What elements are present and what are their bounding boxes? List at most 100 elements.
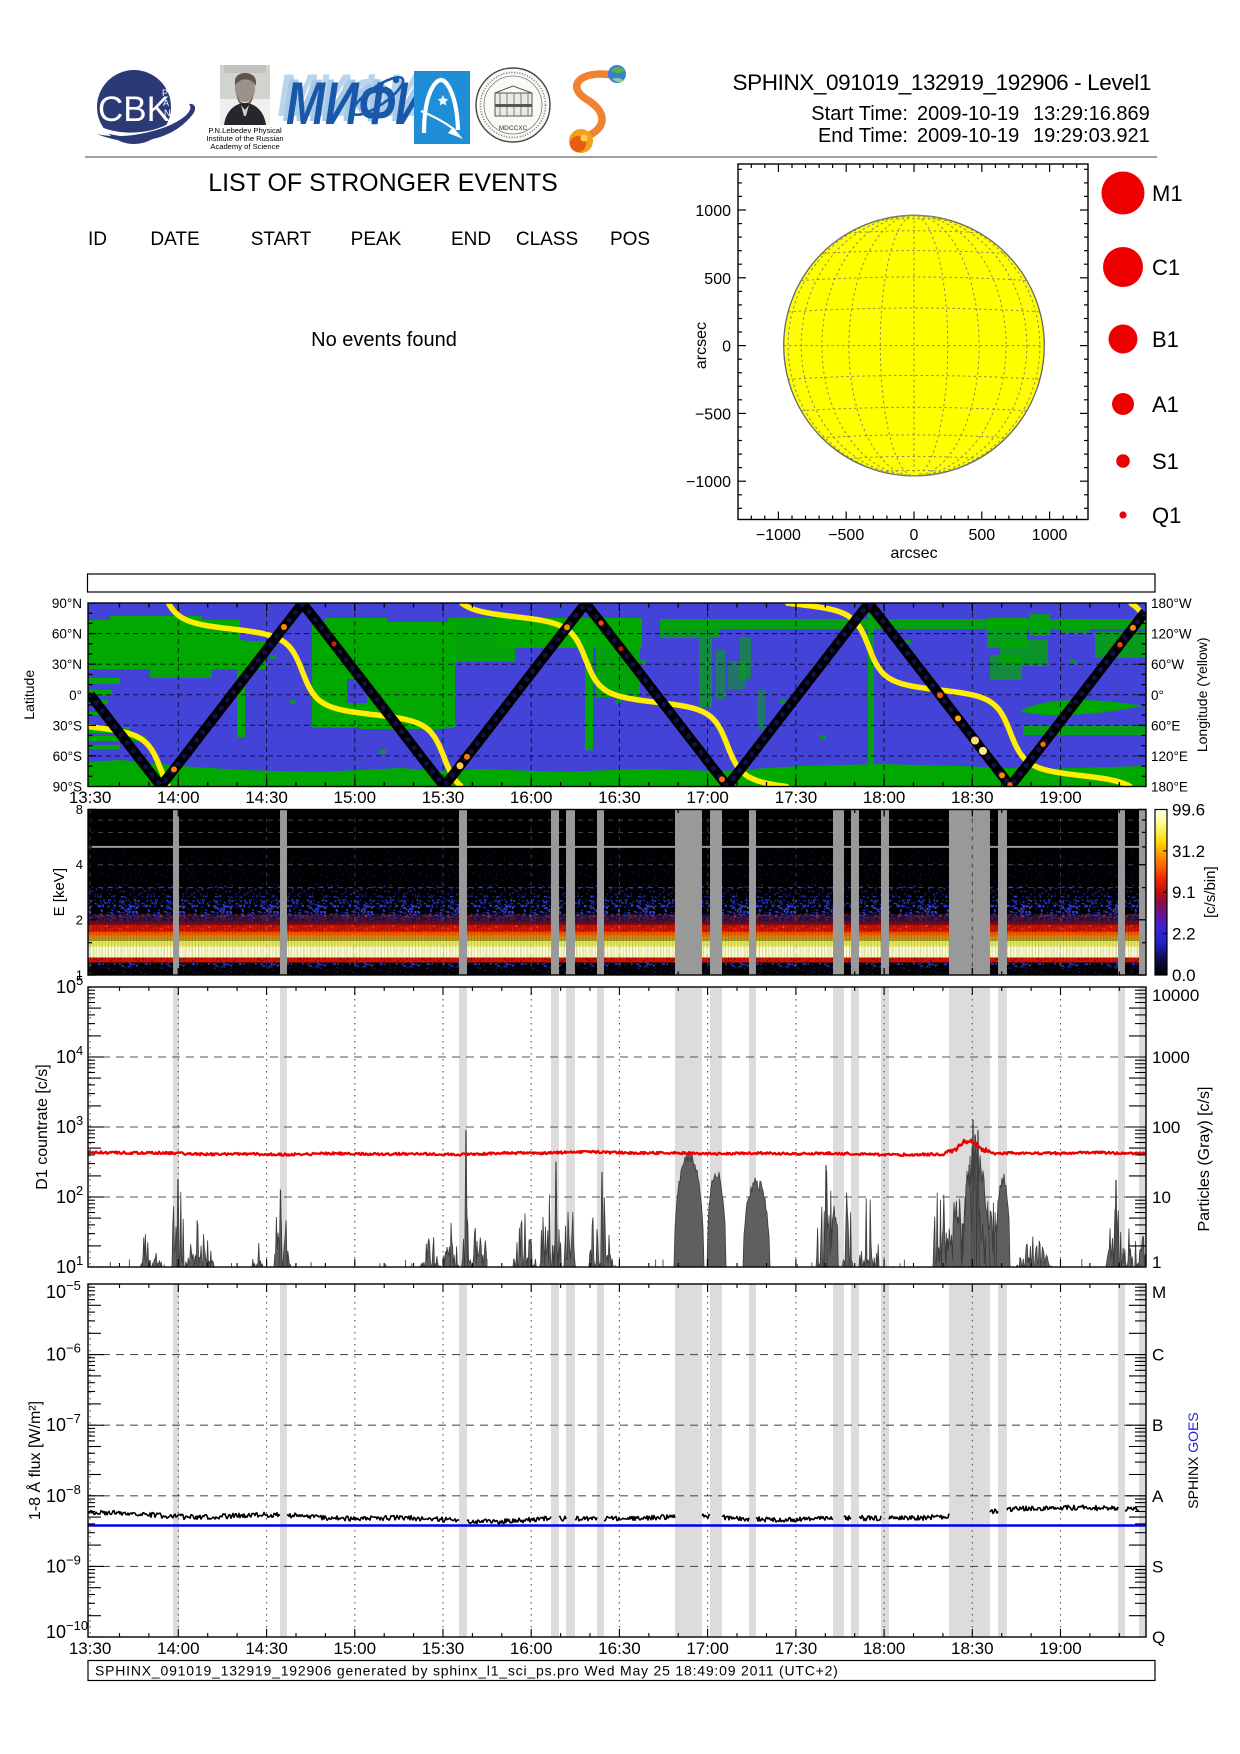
svg-text:15:00: 15:00 xyxy=(334,788,377,807)
svg-text:60°W: 60°W xyxy=(1151,657,1184,672)
svg-text:E [keV]: E [keV] xyxy=(51,868,68,916)
svg-text:17:30: 17:30 xyxy=(775,1639,818,1658)
svg-text:19:00: 19:00 xyxy=(1039,1639,1082,1658)
svg-text:120°W: 120°W xyxy=(1151,627,1192,642)
svg-text:START: START xyxy=(251,229,312,250)
svg-text:Q: Q xyxy=(1152,1628,1165,1647)
svg-text:P: P xyxy=(162,88,168,98)
svg-text:0°: 0° xyxy=(69,688,82,703)
svg-text:2009-10-19: 2009-10-19 xyxy=(917,103,1019,125)
svg-text:CLASS: CLASS xyxy=(516,229,578,250)
svg-text:Latitude: Latitude xyxy=(21,670,37,720)
svg-text:−500: −500 xyxy=(695,406,731,423)
svg-text:0.0: 0.0 xyxy=(1172,966,1196,985)
svg-text:30°S: 30°S xyxy=(53,718,82,733)
svg-text:Longitude (Yellow): Longitude (Yellow) xyxy=(1194,637,1210,752)
svg-text:18:00: 18:00 xyxy=(863,1639,906,1658)
svg-text:POS: POS xyxy=(610,229,650,250)
svg-text:100: 100 xyxy=(1152,1118,1180,1137)
svg-text:103: 103 xyxy=(56,1113,83,1137)
svg-text:17:30: 17:30 xyxy=(775,788,818,807)
svg-text:17:00: 17:00 xyxy=(686,1639,729,1658)
svg-text:13:30: 13:30 xyxy=(69,788,112,807)
svg-text:99.6: 99.6 xyxy=(1172,801,1205,820)
svg-text:4: 4 xyxy=(76,857,83,872)
svg-text:90°S: 90°S xyxy=(53,780,82,795)
svg-text:16:00: 16:00 xyxy=(510,788,553,807)
svg-text:S: S xyxy=(1152,1557,1163,1576)
svg-text:−1000: −1000 xyxy=(756,527,801,544)
svg-text:B: B xyxy=(1152,1416,1163,1435)
svg-text:19:29:03.921: 19:29:03.921 xyxy=(1033,125,1150,147)
svg-text:15:00: 15:00 xyxy=(334,1639,377,1658)
svg-text:14:00: 14:00 xyxy=(157,788,200,807)
svg-text:180°W: 180°W xyxy=(1151,596,1192,611)
svg-text:МИФИ: МИФИ xyxy=(277,62,421,129)
svg-text:M: M xyxy=(1152,1283,1166,1302)
svg-text:МИФИ: МИФИ xyxy=(286,70,430,137)
svg-text:120°E: 120°E xyxy=(1151,749,1188,764)
svg-text:ID: ID xyxy=(88,229,107,250)
svg-text:END: END xyxy=(451,229,491,250)
svg-text:Start Time:: Start Time: xyxy=(811,103,908,125)
svg-text:PEAK: PEAK xyxy=(351,229,402,250)
svg-text:1: 1 xyxy=(76,968,83,983)
svg-text:500: 500 xyxy=(704,271,731,288)
svg-text:30°N: 30°N xyxy=(52,657,82,672)
svg-text:arcsec: arcsec xyxy=(890,545,937,562)
svg-text:60°N: 60°N xyxy=(52,627,82,642)
svg-text:1000: 1000 xyxy=(1032,527,1068,544)
svg-text:0: 0 xyxy=(910,527,919,544)
svg-text:SPHINX GOES: SPHINX GOES xyxy=(1185,1412,1201,1508)
svg-text:SPHINX_091019_132919_192906 ge: SPHINX_091019_132919_192906 generated by… xyxy=(95,1663,839,1679)
svg-text:16:30: 16:30 xyxy=(598,1639,641,1658)
svg-text:16:30: 16:30 xyxy=(598,788,641,807)
svg-text:1000: 1000 xyxy=(695,203,731,220)
svg-text:0: 0 xyxy=(722,339,731,356)
svg-text:Institute of the Russian: Institute of the Russian xyxy=(206,134,283,143)
svg-text:A: A xyxy=(163,98,169,108)
svg-text:No events found: No events found xyxy=(311,329,457,351)
svg-text:18:30: 18:30 xyxy=(951,788,994,807)
svg-text:DATE: DATE xyxy=(150,229,199,250)
svg-text:1-8 Å flux [W/m²]: 1-8 Å flux [W/m²] xyxy=(25,1401,44,1520)
svg-text:60°S: 60°S xyxy=(53,749,82,764)
svg-text:M1: M1 xyxy=(1152,181,1183,206)
svg-text:500: 500 xyxy=(968,527,995,544)
svg-text:180°E: 180°E xyxy=(1151,780,1188,795)
svg-text:A: A xyxy=(1152,1487,1164,1506)
svg-text:2: 2 xyxy=(76,912,83,927)
svg-text:17:00: 17:00 xyxy=(686,788,729,807)
svg-text:Q1: Q1 xyxy=(1152,503,1181,528)
svg-text:1000: 1000 xyxy=(1152,1048,1190,1067)
svg-text:C: C xyxy=(1152,1346,1164,1365)
svg-text:14:30: 14:30 xyxy=(245,788,288,807)
svg-text:31.2: 31.2 xyxy=(1172,842,1205,861)
svg-text:CBK: CBK xyxy=(98,90,170,129)
svg-text:18:30: 18:30 xyxy=(951,1639,994,1658)
svg-text:2.2: 2.2 xyxy=(1172,925,1196,944)
svg-text:19:00: 19:00 xyxy=(1039,788,1082,807)
svg-text:16:00: 16:00 xyxy=(510,1639,553,1658)
svg-text:2009-10-19: 2009-10-19 xyxy=(917,125,1019,147)
svg-text:D1 countrate [c/s]: D1 countrate [c/s] xyxy=(34,1064,51,1189)
svg-text:B1: B1 xyxy=(1152,327,1179,352)
svg-text:90°N: 90°N xyxy=(52,596,82,611)
svg-text:13:30: 13:30 xyxy=(69,1639,112,1658)
svg-text:15:30: 15:30 xyxy=(422,1639,465,1658)
svg-text:Academy of Science: Academy of Science xyxy=(210,142,279,151)
svg-text:[c/s/bin]: [c/s/bin] xyxy=(1202,866,1219,918)
svg-text:13:29:16.869: 13:29:16.869 xyxy=(1033,103,1150,125)
svg-text:18:00: 18:00 xyxy=(863,788,906,807)
svg-text:8: 8 xyxy=(76,802,83,817)
svg-text:N: N xyxy=(164,108,171,118)
svg-text:10: 10 xyxy=(1152,1188,1171,1207)
svg-text:A1: A1 xyxy=(1152,392,1179,417)
svg-text:S1: S1 xyxy=(1152,449,1179,474)
svg-text:P.N.Lebedev Physical: P.N.Lebedev Physical xyxy=(208,126,282,135)
svg-text:14:00: 14:00 xyxy=(157,1639,200,1658)
svg-text:−1000: −1000 xyxy=(686,474,731,491)
svg-text:Particles (Gray) [c/s]: Particles (Gray) [c/s] xyxy=(1196,1087,1213,1232)
svg-text:1: 1 xyxy=(1152,1253,1161,1272)
svg-text:10000: 10000 xyxy=(1152,986,1199,1005)
